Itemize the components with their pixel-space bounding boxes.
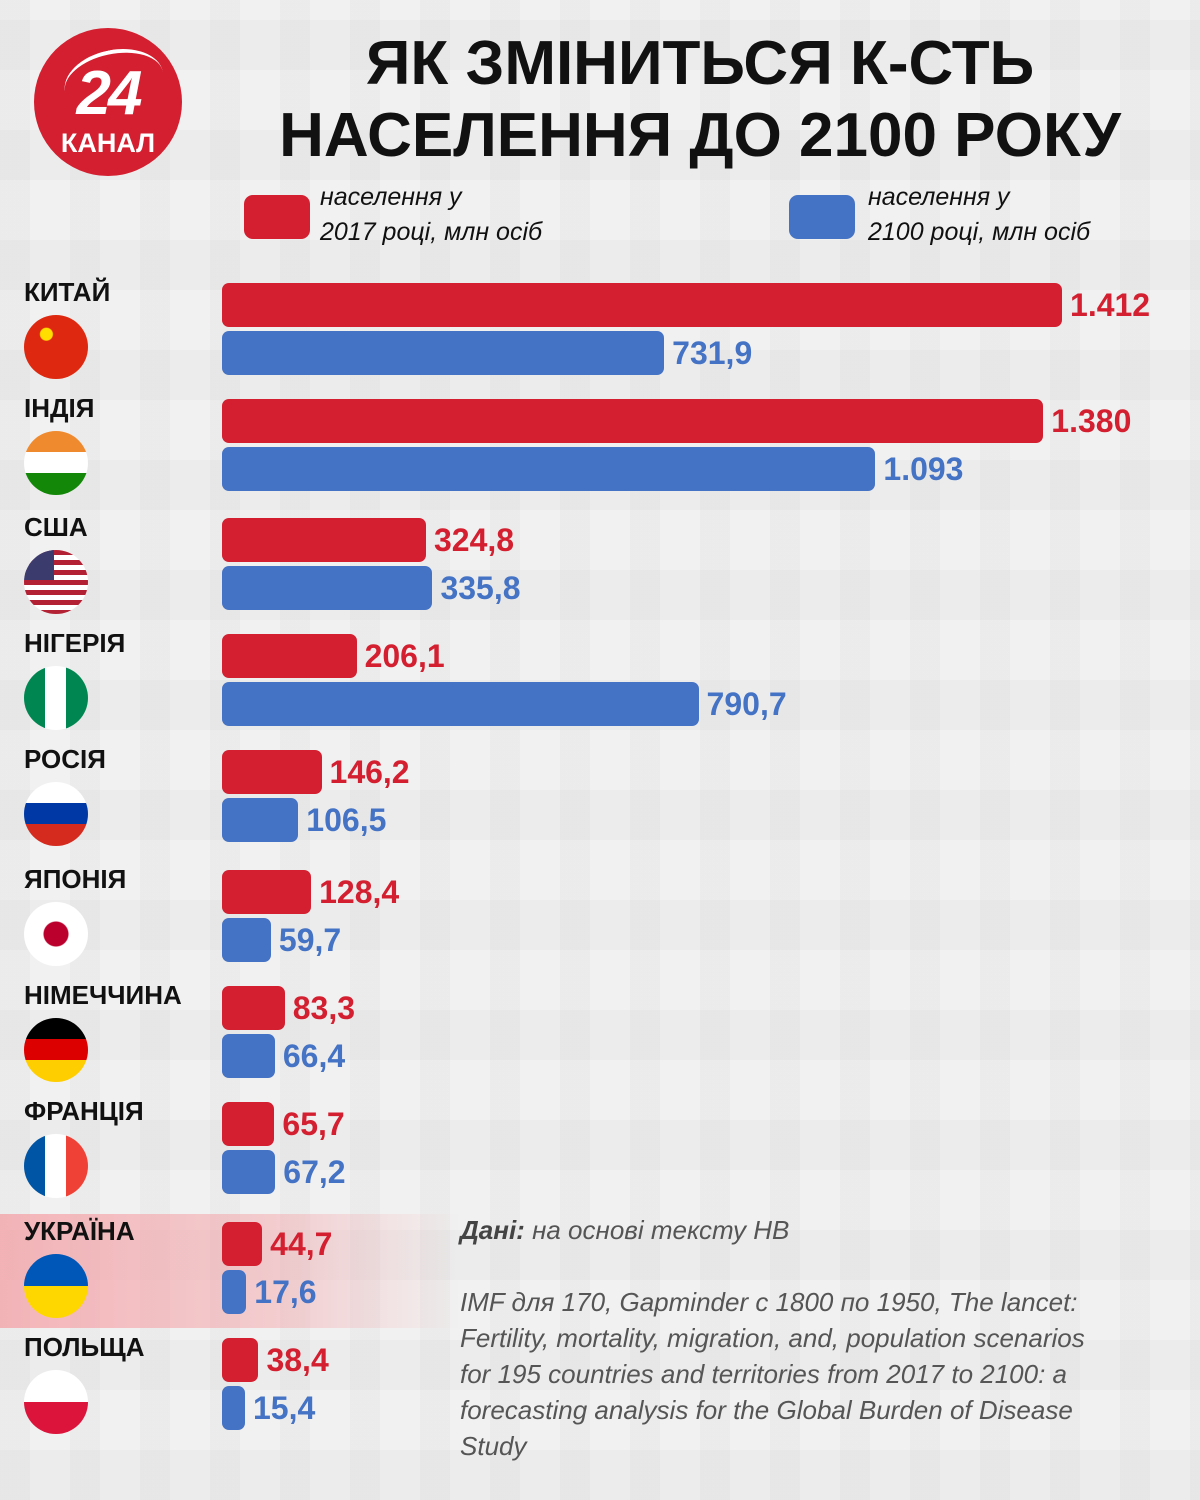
bar-2100 [222, 1034, 275, 1078]
flag-icon [24, 902, 88, 966]
legend-label-2017: населення у 2017 році, млн осіб [320, 183, 543, 246]
country-label: ПОЛЬЩА [24, 1332, 145, 1362]
bar-2017 [222, 634, 357, 678]
logo-word: КАНАЛ [60, 128, 156, 158]
value-label: 731,9 [672, 335, 753, 371]
bar-2100 [222, 447, 876, 491]
bar-2017 [222, 750, 322, 794]
bar-2017 [222, 870, 312, 914]
bar-2100 [222, 918, 271, 962]
country-label: НІМЕЧЧИНА [24, 980, 182, 1010]
flag-icon [24, 1134, 88, 1198]
country-label: РОСІЯ [24, 744, 106, 774]
legend-swatch-2017 [244, 195, 310, 239]
bar-2100 [222, 682, 699, 726]
bar-2100 [222, 1270, 247, 1314]
value-label: 59,7 [278, 922, 342, 958]
legend-swatch-2100 [789, 195, 855, 239]
value-label: 15,4 [253, 1390, 316, 1426]
bar-2017 [222, 1102, 275, 1146]
bar-2017 [222, 283, 1063, 327]
value-label: 1.093 [883, 451, 964, 487]
logo-number: 24 [76, 59, 143, 128]
bar-2100 [222, 331, 665, 375]
flag-icon [24, 1254, 88, 1318]
country-label: ІНДІЯ [24, 393, 95, 423]
country-label: НІГЕРІЯ [24, 628, 126, 658]
bar-2017 [222, 986, 285, 1030]
flag-icon [24, 782, 88, 846]
flag-icon [24, 550, 88, 614]
source-references: IMF для 170, Gapminder с 1800 по 1950, T… [460, 1287, 1085, 1461]
logo-24-kanal: 24 КАНАЛ [34, 28, 182, 176]
value-label: 1.412 [1070, 287, 1151, 323]
country-label: США [24, 512, 88, 542]
bar-2100 [222, 798, 299, 842]
country-label: ЯПОНІЯ [24, 864, 127, 894]
bar-2100 [222, 566, 433, 610]
flag-icon [24, 315, 88, 379]
bar-2100 [222, 1386, 245, 1430]
value-label: 128,4 [319, 874, 400, 910]
value-label: 1.380 [1051, 403, 1132, 439]
value-label: 206,1 [364, 638, 445, 674]
value-label: 65,7 [282, 1106, 345, 1142]
flag-icon [24, 1370, 88, 1434]
value-label: 17,6 [254, 1274, 317, 1310]
value-label: 106,5 [306, 802, 387, 838]
value-label: 44,7 [270, 1226, 333, 1262]
country-label: ФРАНЦІЯ [24, 1096, 144, 1126]
value-label: 790,7 [706, 686, 787, 722]
legend-label-2100: населення у 2100 році, млн осіб [868, 183, 1091, 246]
bar-2100 [222, 1150, 276, 1194]
value-label: 67,2 [283, 1154, 346, 1190]
value-label: 38,4 [266, 1342, 329, 1378]
flag-icon [24, 666, 88, 730]
bar-2017 [222, 399, 1044, 443]
bar-2017 [222, 1338, 259, 1382]
value-label: 146,2 [329, 754, 410, 790]
bar-2017 [222, 1222, 263, 1266]
value-label: 66,4 [282, 1038, 346, 1074]
country-label: КИТАЙ [24, 277, 111, 307]
flag-icon [24, 431, 88, 495]
chart-title: ЯК ЗМІНИТЬСЯ К-СТЬ НАСЕЛЕННЯ ДО 2100 РОК… [279, 29, 1121, 170]
value-label: 324,8 [434, 522, 515, 558]
value-label: 335,8 [440, 570, 521, 606]
country-label: УКРАЇНА [24, 1216, 135, 1246]
value-label: 83,3 [292, 990, 355, 1026]
flag-icon [24, 1018, 88, 1082]
bar-2017 [222, 518, 426, 562]
source-credit: Дані: на основі тексту НВ [460, 1215, 790, 1245]
